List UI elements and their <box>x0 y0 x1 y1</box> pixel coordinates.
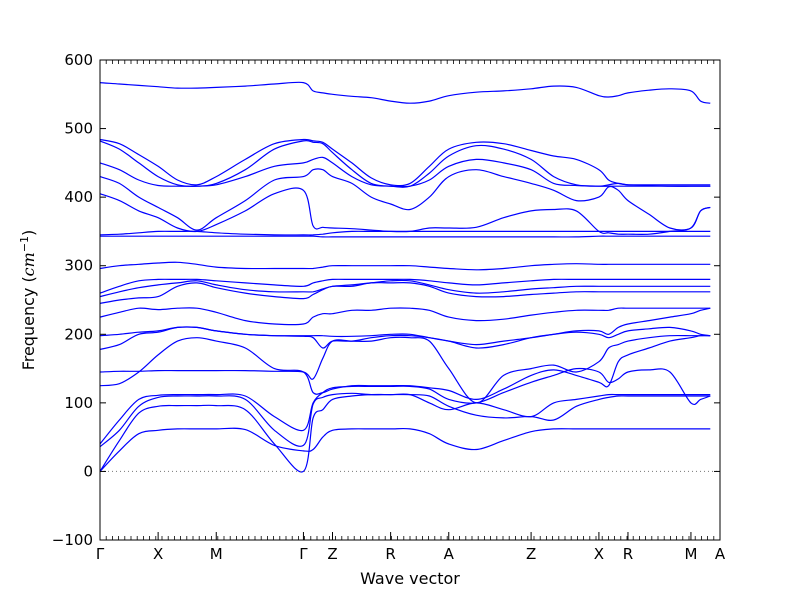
band-line-4 <box>99 367 711 445</box>
x-tick-label: R <box>623 545 633 563</box>
band-line-12 <box>99 278 711 294</box>
x-tick-label: Γ <box>299 545 308 563</box>
x-tick-label: M <box>210 545 223 563</box>
band-line-8 <box>99 307 711 346</box>
y-axis-label-exponent: −1 <box>18 236 31 252</box>
x-tick-label: Z <box>327 545 337 563</box>
band-line-14 <box>100 235 711 238</box>
y-axis-label: Frequency (cm−1) <box>18 230 38 371</box>
y-axis-label-unit: cm <box>19 252 38 276</box>
y-tick-label: 300 <box>64 257 93 275</box>
band-line-10 <box>99 282 711 304</box>
band-line-17 <box>99 168 711 231</box>
y-tick-label: 400 <box>64 188 93 206</box>
band-lines <box>99 81 711 473</box>
band-line-1 <box>99 427 711 472</box>
band-line-21 <box>99 81 711 104</box>
x-minor-ticks <box>99 60 721 540</box>
band-line-20 <box>99 138 711 187</box>
x-tick-label: A <box>715 545 726 563</box>
x-axis-label: Wave vector <box>360 569 460 588</box>
y-tick-label: 100 <box>64 394 93 412</box>
y-tick-label: −100 <box>52 531 93 549</box>
band-line-6 <box>99 334 711 404</box>
x-tick-label: Z <box>526 545 536 563</box>
band-line-3 <box>99 392 711 448</box>
band-line-9 <box>99 307 711 326</box>
band-line-16 <box>99 187 711 235</box>
x-tick-label: M <box>684 545 697 563</box>
y-axis-label-prefix: Frequency ( <box>19 276 38 370</box>
y-tick-label: 0 <box>83 462 93 480</box>
y-tick-label: 600 <box>64 51 93 69</box>
band-line-11 <box>99 279 711 298</box>
y-axis-ticks: −100 0 100 200 300 400 500 600 <box>52 51 720 549</box>
y-tick-label: 500 <box>64 120 93 138</box>
x-tick-label: A <box>444 545 455 563</box>
y-tick-label: 200 <box>64 325 93 343</box>
x-tick-label: R <box>385 545 395 563</box>
x-tick-label: Γ <box>96 545 105 563</box>
y-axis-label-suffix: ) <box>19 230 38 236</box>
band-line-13 <box>99 261 711 271</box>
band-line-5 <box>99 334 711 401</box>
x-tick-label: X <box>153 545 163 563</box>
x-tick-label: X <box>594 545 604 563</box>
